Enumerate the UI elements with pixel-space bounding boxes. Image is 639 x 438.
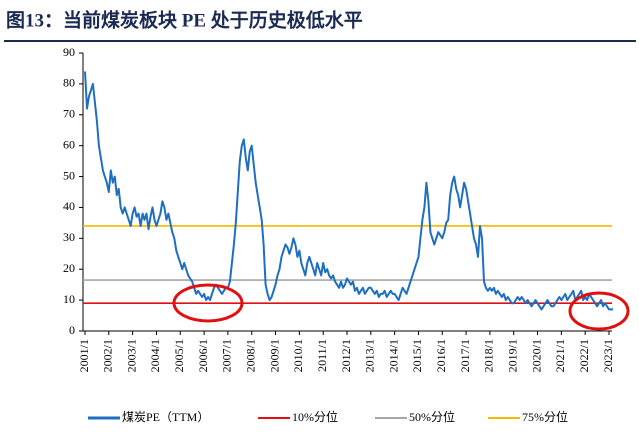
x-tick-label: 2023/1 (601, 339, 615, 372)
x-tick-label: 2005/1 (172, 339, 186, 372)
y-tick-label: 50 (63, 168, 75, 182)
x-tick-label: 2003/1 (124, 339, 138, 372)
x-tick-label: 2020/1 (529, 339, 543, 372)
x-tick-label: 2019/1 (505, 339, 519, 372)
x-tick-label: 2015/1 (410, 339, 424, 372)
x-tick-label: 2010/1 (291, 339, 305, 372)
y-tick-label: 20 (63, 261, 75, 275)
x-tick-label: 2008/1 (243, 339, 257, 372)
x-tick-label: 2016/1 (434, 339, 448, 372)
pe-line (84, 71, 613, 311)
x-tick-label: 2001/1 (77, 339, 91, 372)
x-tick-label: 2018/1 (482, 339, 496, 372)
y-tick-label: 80 (63, 76, 75, 90)
x-tick-label: 2011/1 (315, 339, 329, 372)
y-tick-label: 10 (63, 292, 75, 306)
x-tick-label: 2009/1 (267, 339, 281, 372)
legend-label: 煤炭PE（TTM） (122, 410, 209, 424)
x-tick-label: 2012/1 (339, 339, 353, 372)
legend-label: 10%分位 (292, 409, 338, 424)
x-tick-label: 2022/1 (577, 339, 591, 372)
y-tick-label: 60 (63, 137, 75, 151)
highlight-circle (172, 283, 244, 323)
x-tick-label: 2013/1 (363, 339, 377, 372)
legend-label: 50%分位 (409, 409, 455, 424)
x-tick-label: 2017/1 (458, 339, 472, 372)
x-tick-label: 2021/1 (553, 339, 567, 372)
x-tick-label: 2006/1 (196, 339, 210, 372)
y-tick-label: 90 (63, 45, 75, 59)
y-tick-label: 40 (63, 199, 75, 213)
y-tick-label: 0 (69, 323, 75, 337)
x-tick-label: 2002/1 (101, 339, 115, 372)
y-tick-label: 30 (63, 230, 75, 244)
x-tick-label: 2014/1 (386, 339, 400, 372)
highlight-circle (568, 291, 630, 331)
legend-label: 75%分位 (522, 409, 568, 424)
chart-title: 图13：当前煤炭板块 PE 处于历史极低水平 (6, 8, 363, 31)
y-tick-label: 70 (63, 107, 75, 121)
x-tick-label: 2004/1 (148, 339, 162, 372)
x-tick-label: 2007/1 (220, 339, 234, 372)
